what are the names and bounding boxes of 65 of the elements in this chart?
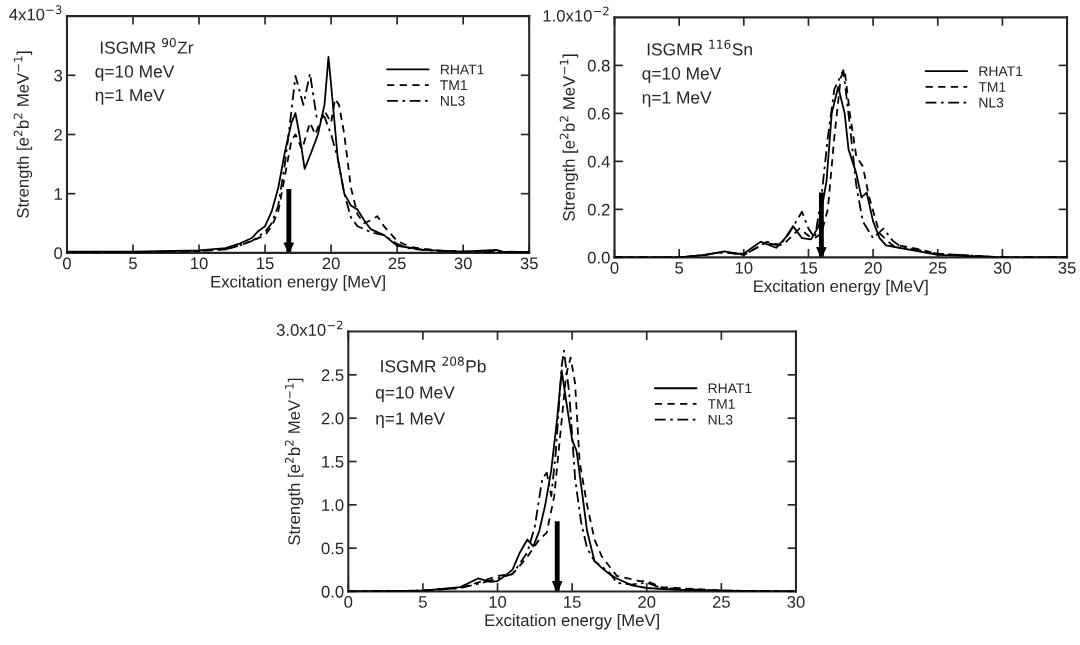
x-tick-label: 15 xyxy=(800,262,818,274)
y-tick-label: 2.5 xyxy=(321,369,344,382)
text: 4x10$^{−3}$ xyxy=(9,5,62,21)
x-tick-label: 15 xyxy=(257,257,274,270)
annotation: q=10 MeV xyxy=(642,67,722,84)
x-tick-label: 30 xyxy=(787,596,805,608)
x-tick-label: 25 xyxy=(712,596,730,608)
x-tick-label: 0 xyxy=(610,261,619,274)
x-tick-label: 20 xyxy=(322,257,340,270)
x-tick-label: 25 xyxy=(388,257,406,270)
legend-label: TM1 xyxy=(978,82,1006,92)
x-tick-label: 10 xyxy=(735,261,753,274)
x-tick-label: 25 xyxy=(929,261,947,274)
x-axis-title: Excitation energy [MeV] xyxy=(211,275,385,291)
legend-label: NL3 xyxy=(979,97,1004,108)
y-tick-label: 2.0 xyxy=(321,412,344,425)
x-tick-label: 20 xyxy=(864,261,882,274)
x-tick-label: 5 xyxy=(675,262,684,274)
y-tick-label: 0.0 xyxy=(587,251,610,264)
text: 3.0x10$^{−2}$ xyxy=(276,320,343,336)
annotation: η=1 MeV xyxy=(95,89,165,105)
text: 1.0x10$^{−2}$ xyxy=(543,6,609,22)
y-tick-label: 1 xyxy=(54,188,62,200)
legend-label: TM1 xyxy=(440,80,467,90)
y-tick-label: 0.4 xyxy=(587,155,610,168)
y-tick-label: 1.5 xyxy=(322,456,344,468)
x-tick-label: 30 xyxy=(993,261,1012,274)
annotation: q=10 MeV xyxy=(375,386,455,403)
x-tick-label: 20 xyxy=(638,596,656,608)
legend-label: RHAT1 xyxy=(708,383,752,394)
x-tick-label: 35 xyxy=(520,257,538,270)
x-tick-label: 5 xyxy=(418,596,427,608)
y-tick-label: 0.2 xyxy=(587,203,610,216)
annotation: η=1 MeV xyxy=(376,412,446,428)
annotation: ISGMR $^{116}$Sn xyxy=(647,39,752,56)
x-axis-title: Excitation energy [MeV] xyxy=(485,613,659,630)
y-tick-label: 1.0 xyxy=(322,499,344,512)
y-tick-label: 0 xyxy=(54,247,63,260)
y-tick-label: 0.6 xyxy=(587,107,610,120)
x-axis-title: Excitation energy [MeV] xyxy=(754,279,928,296)
legend-label: NL3 xyxy=(440,95,465,106)
legend-label: NL3 xyxy=(708,414,733,425)
x-tick-label: 10 xyxy=(191,257,208,270)
legend-label: RHAT1 xyxy=(440,64,484,75)
x-tick-label: 30 xyxy=(454,257,472,270)
annotation: q=10 MeV xyxy=(95,65,175,82)
y-tick-label: 0.0 xyxy=(321,585,344,598)
legend-label: TM1 xyxy=(707,399,735,409)
y-axis-title: Strength [e$^{2}$b$^{2}$ MeV$^{−1}$] xyxy=(284,378,304,545)
x-tick-label: 0 xyxy=(62,257,71,270)
annotation: η=1 MeV xyxy=(642,91,712,108)
y-tick-label: 0.8 xyxy=(587,59,610,72)
legend-label: RHAT1 xyxy=(979,66,1023,76)
x-tick-label: 35 xyxy=(1058,261,1076,274)
annotation: ISGMR $^{90}$Zr xyxy=(100,37,194,54)
x-tick-label: 10 xyxy=(489,596,507,608)
y-tick-label: 2 xyxy=(54,128,62,141)
x-tick-label: 5 xyxy=(129,257,137,270)
y-axis-title: Strength [e$^{2}$b$^{2}$ MeV$^{−1}$] xyxy=(13,51,33,218)
x-tick-label: 0 xyxy=(344,596,353,608)
x-tick-label: 15 xyxy=(564,596,581,608)
annotation: ISGMR $^{208}$Pb xyxy=(381,356,486,373)
y-axis-title: Strength [e$^{2}$b$^{2}$ MeV$^{−1}$] xyxy=(559,54,579,221)
y-tick-label: 3 xyxy=(54,69,63,82)
y-tick-label: 0.5 xyxy=(321,542,344,555)
